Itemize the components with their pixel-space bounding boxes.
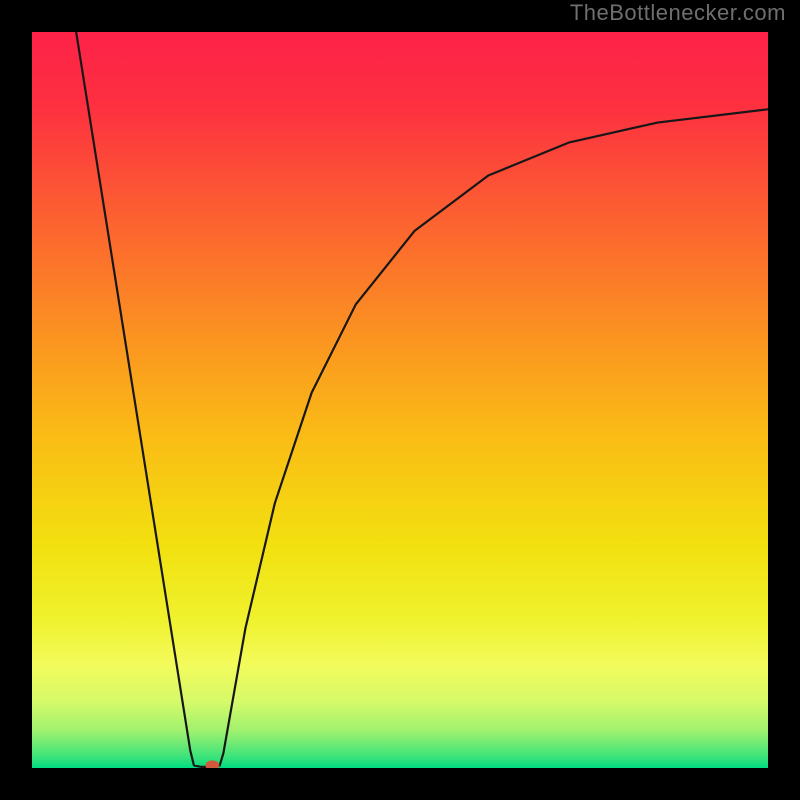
gradient-background: [32, 32, 768, 768]
plot-area: [32, 32, 768, 768]
chart-frame: TheBottlenecker.com: [0, 0, 800, 800]
watermark-text: TheBottlenecker.com: [570, 0, 786, 26]
chart-svg: [32, 32, 768, 768]
